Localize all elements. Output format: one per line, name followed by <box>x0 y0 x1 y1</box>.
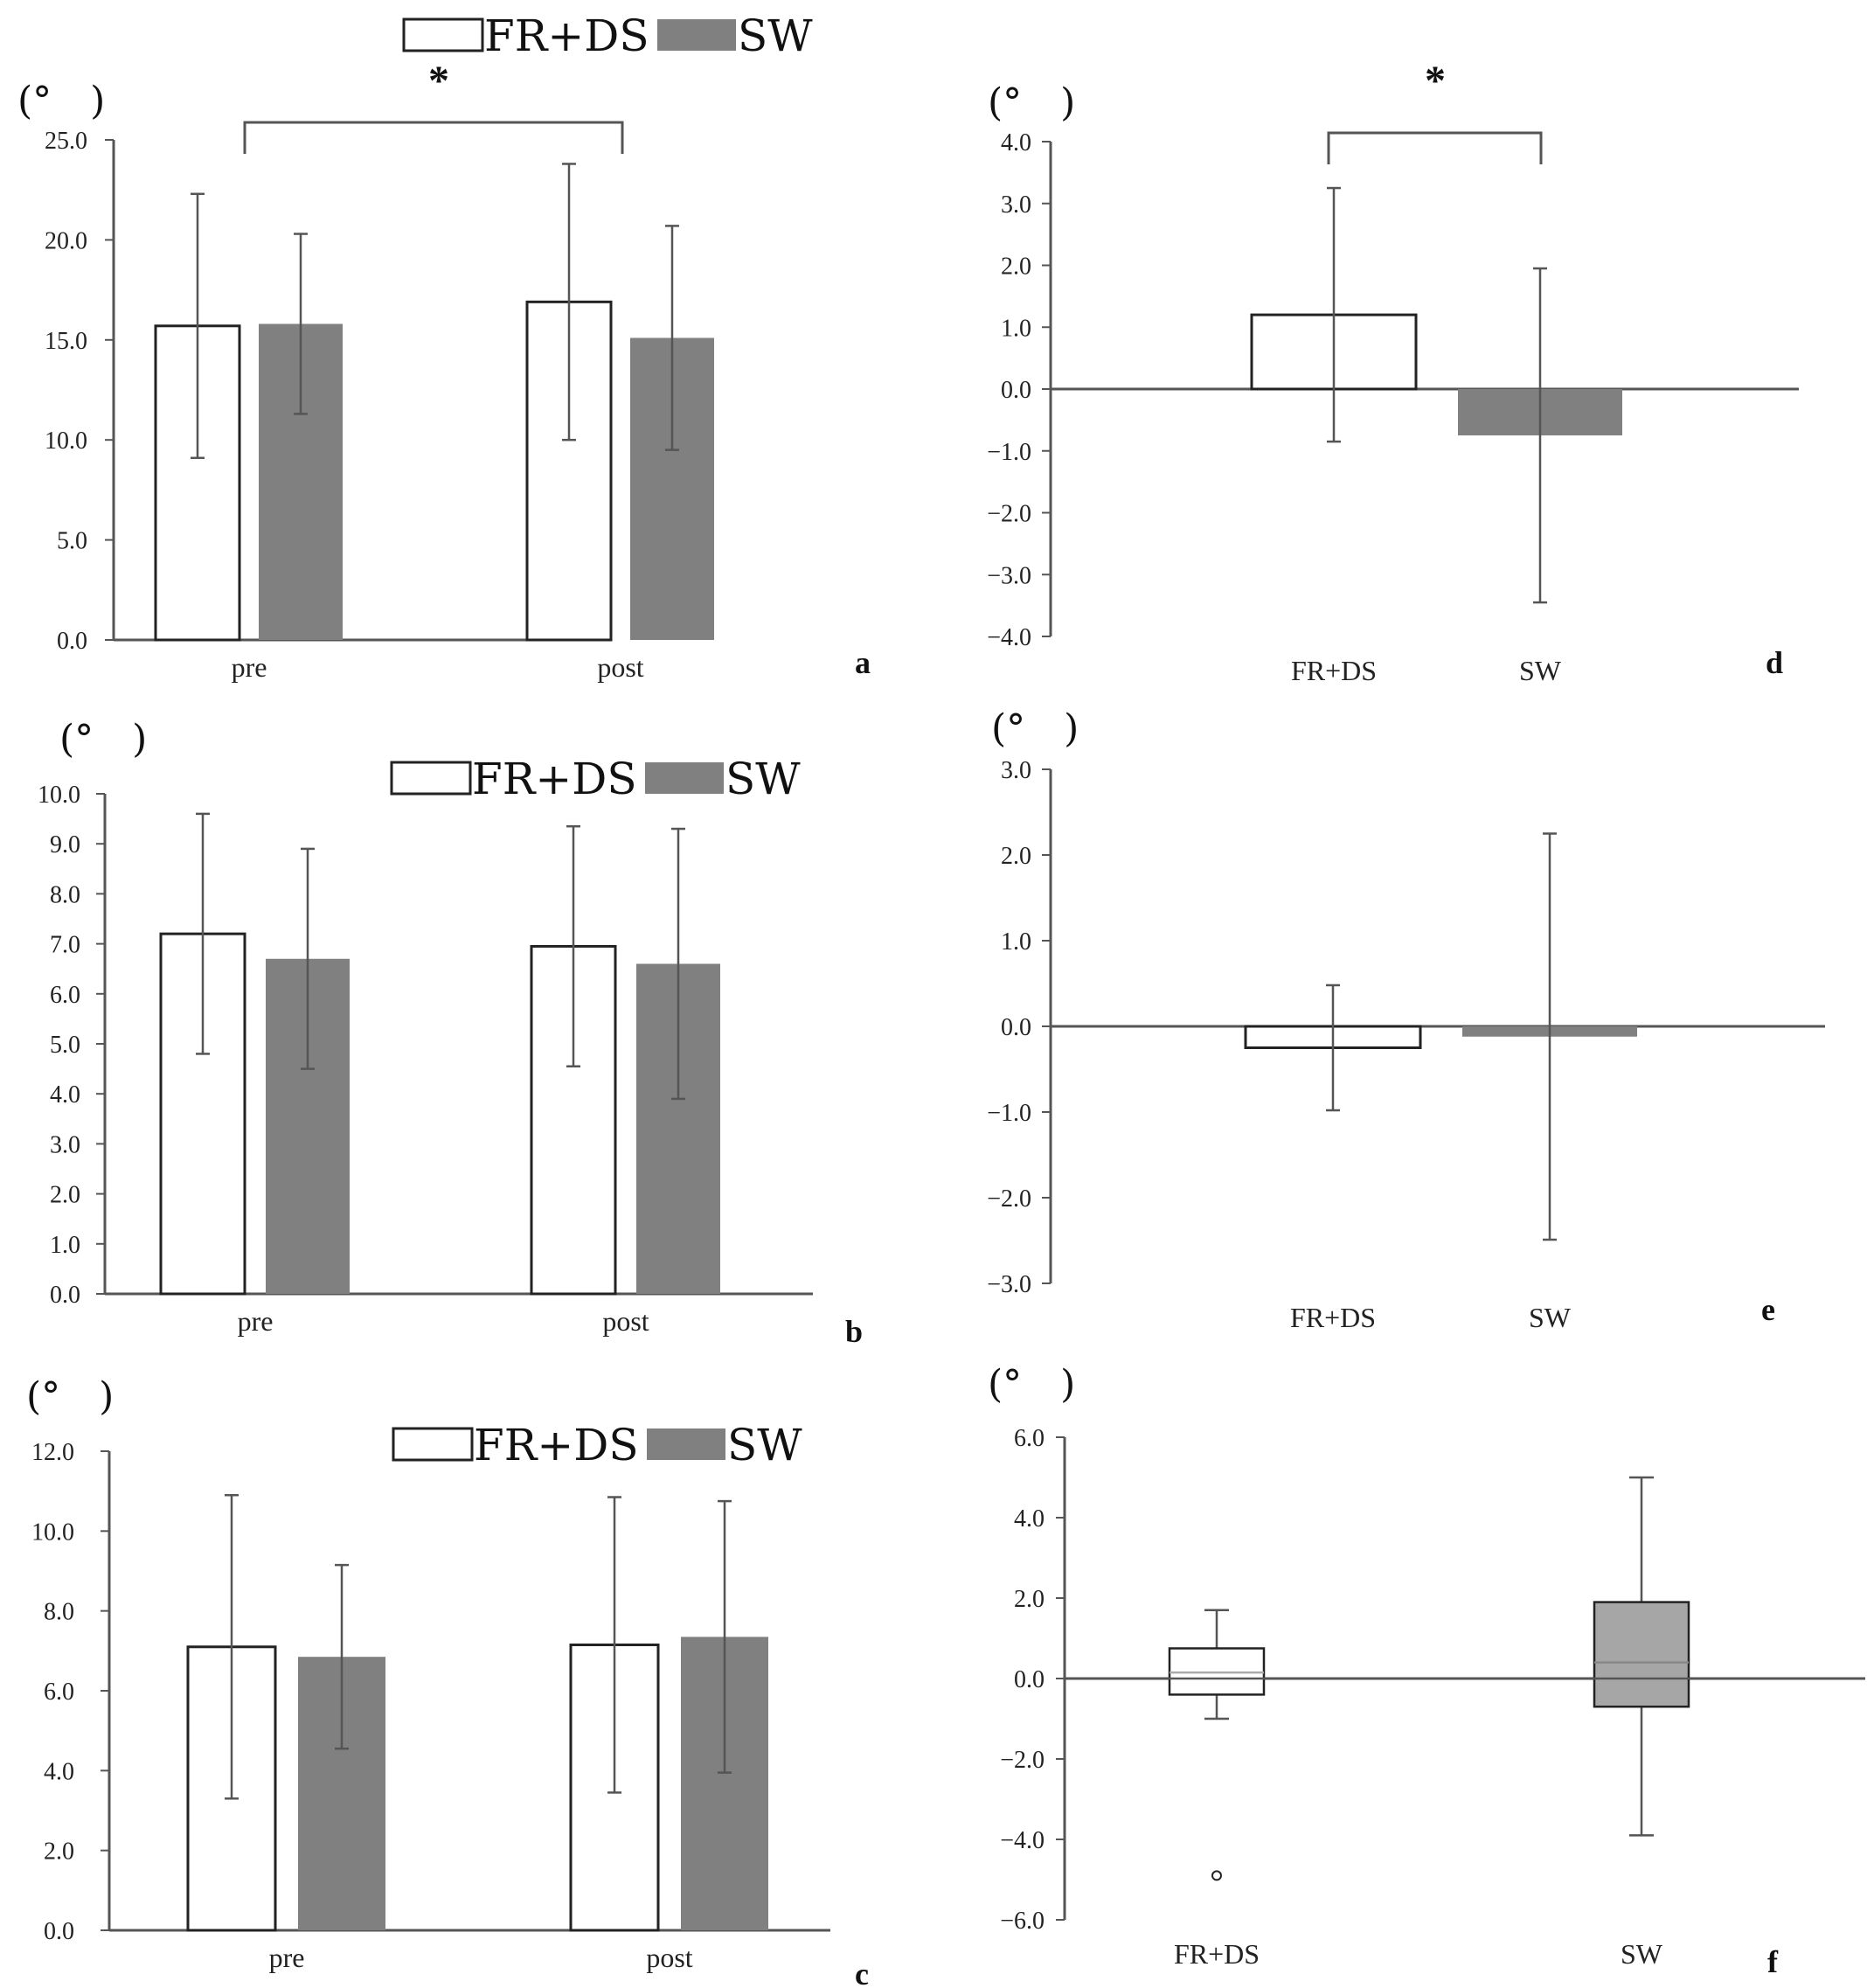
y-tick-label: −2.0 <box>987 1185 1031 1213</box>
y-tick-label: 3.0 <box>1001 191 1031 219</box>
y-tick-label: 2.0 <box>50 1182 80 1209</box>
legend-label: FR+DS <box>472 754 637 804</box>
panel-d: −4.0 −3.0 −2.0 −1.0 0.0 1.0 2.0 3.0 4.0 (° ) d FR+D… <box>987 58 1799 686</box>
y-tick-label: 10.0 <box>45 427 87 455</box>
y-tick-label: 7.0 <box>50 932 80 959</box>
legend-swatch <box>657 19 736 51</box>
y-tick-label: 6.0 <box>50 982 80 1009</box>
y-tick-label: 2.0 <box>1001 254 1031 281</box>
category-label: post <box>602 1305 649 1337</box>
y-tick-label: 4.0 <box>1014 1505 1045 1533</box>
y-tick-label: 1.0 <box>1001 928 1031 956</box>
unit-label: (° ) <box>991 706 1079 751</box>
category-label: pre <box>269 1942 305 1973</box>
category-label: post <box>646 1942 692 1973</box>
panel-label: f <box>1767 1944 1779 1979</box>
panel-c: 0.0 2.0 4.0 6.0 8.0 10.0 12.0 (° ) c pre post FR+DS… <box>26 1374 869 1988</box>
y-tick-label: 5.0 <box>50 1032 80 1059</box>
legend-swatch <box>390 761 472 796</box>
y-tick-label: 3.0 <box>50 1131 80 1158</box>
y-tick-label: −1.0 <box>987 1100 1031 1127</box>
unit-label: (° ) <box>26 1374 114 1419</box>
panel-b: 0.0 1.0 2.0 3.0 4.0 5.0 6.0 7.0 8.0 9.0 10.0 (° ) b p… <box>38 717 863 1349</box>
y-tick-label: 25.0 <box>45 128 87 155</box>
y-tick-label: 1.0 <box>1001 315 1031 342</box>
y-tick-label: 4.0 <box>1001 129 1031 156</box>
legend-swatch <box>645 762 724 794</box>
y-tick-label: 6.0 <box>44 1679 74 1706</box>
category-label: FR+DS <box>1291 655 1377 686</box>
category-label: pre <box>238 1305 274 1337</box>
y-tick-label: 0.0 <box>44 1918 74 1945</box>
y-tick-label: 2.0 <box>1014 1586 1045 1613</box>
y-tick-label: 20.0 <box>45 227 87 254</box>
legend-label: SW <box>725 754 801 804</box>
unit-label: (° ) <box>17 79 105 123</box>
panel-label: b <box>845 1314 863 1349</box>
legend-swatch <box>402 17 484 52</box>
legend-label: SW <box>727 1420 802 1470</box>
category-label: post <box>597 651 643 683</box>
y-tick-label: 4.0 <box>50 1081 80 1109</box>
y-tick-label: 3.0 <box>1001 757 1031 784</box>
y-tick-label: −2.0 <box>1000 1747 1045 1774</box>
y-tick-label: 6.0 <box>1014 1425 1045 1452</box>
y-tick-label: 2.0 <box>1001 843 1031 870</box>
panel-label: a <box>855 645 871 680</box>
y-tick-label: 12.0 <box>31 1439 74 1466</box>
legend-swatch <box>392 1427 474 1462</box>
y-tick-label: −3.0 <box>987 562 1031 589</box>
category-label: SW <box>1621 1938 1663 1970</box>
y-tick-label: −3.0 <box>987 1271 1031 1298</box>
y-tick-label: 2.0 <box>44 1839 74 1866</box>
y-tick-label: −6.0 <box>1000 1908 1045 1935</box>
y-tick-label: 8.0 <box>44 1599 74 1626</box>
unit-label: (° ) <box>988 80 1075 125</box>
legend-label: FR+DS <box>484 10 649 61</box>
legend-label: SW <box>738 10 813 61</box>
unit-label: (° ) <box>988 1362 1075 1407</box>
y-tick-label: 10.0 <box>38 782 80 809</box>
significance-marker: * <box>1425 58 1446 104</box>
significance-bracket <box>243 121 624 154</box>
category-label: FR+DS <box>1290 1302 1376 1333</box>
category-label: pre <box>232 651 267 683</box>
panel-e: −3.0 −2.0 −1.0 0.0 1.0 2.0 3.0 (° ) e FR+DS SW <box>987 706 1825 1333</box>
y-tick-label: 0.0 <box>1014 1666 1045 1693</box>
y-tick-label: 15.0 <box>45 328 87 355</box>
y-tick-label: 4.0 <box>44 1758 74 1785</box>
y-tick-label: 0.0 <box>1001 1014 1031 1041</box>
panel-a: 0.0 5.0 10.0 15.0 20.0 25.0 (° ) a pre post FR+DS S… <box>17 10 871 683</box>
box <box>1593 1601 1690 1708</box>
y-tick-label: −4.0 <box>1000 1827 1045 1854</box>
outlier-point <box>1211 1870 1222 1881</box>
y-tick-label: −1.0 <box>987 439 1031 466</box>
y-tick-label: 1.0 <box>50 1232 80 1259</box>
category-label: SW <box>1519 655 1562 686</box>
y-tick-label: −4.0 <box>987 624 1031 651</box>
category-label: SW <box>1529 1302 1572 1333</box>
panel-label: d <box>1766 645 1783 680</box>
panel-label: e <box>1761 1292 1775 1327</box>
y-tick-label: 0.0 <box>1001 377 1031 404</box>
y-tick-label: 10.0 <box>31 1519 74 1546</box>
significance-bracket <box>1327 131 1543 164</box>
panel-label: c <box>855 1957 869 1988</box>
legend-swatch <box>647 1428 725 1460</box>
significance-marker: * <box>428 58 449 104</box>
y-tick-label: −2.0 <box>987 501 1031 528</box>
y-tick-label: 8.0 <box>50 881 80 908</box>
panel-f: −6.0 −4.0 −2.0 0.0 2.0 4.0 6.0 (° ) f FR+DS SW <box>988 1362 1865 1979</box>
y-tick-label: 0.0 <box>57 628 87 655</box>
legend-label: FR+DS <box>474 1420 639 1470</box>
y-tick-label: 5.0 <box>57 528 87 555</box>
unit-label: (° ) <box>59 717 147 761</box>
category-label: FR+DS <box>1174 1938 1260 1970</box>
y-tick-label: 0.0 <box>50 1282 80 1309</box>
y-tick-label: 9.0 <box>50 831 80 858</box>
